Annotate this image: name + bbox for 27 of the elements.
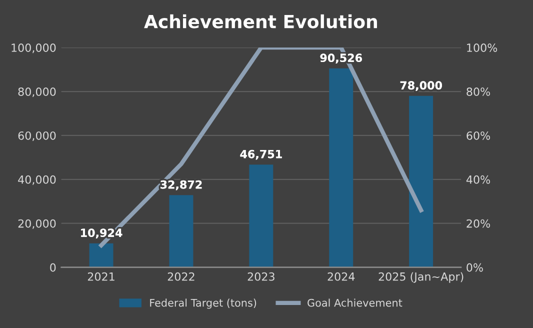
bar bbox=[169, 195, 194, 268]
bar bbox=[89, 243, 114, 268]
y-tick-label: 100,000 bbox=[12, 44, 56, 54]
legend-label: Federal Target (tons) bbox=[150, 298, 256, 309]
x-tick-label: 2023 bbox=[248, 272, 274, 281]
bar bbox=[249, 164, 274, 268]
bar bbox=[409, 96, 434, 268]
y-tick-label: 40,000 bbox=[18, 175, 56, 185]
data-label: 46,751 bbox=[240, 150, 282, 160]
x-tick-label: 2025 (Jan~Apr) bbox=[378, 272, 464, 283]
y2-tick-label: 80% bbox=[466, 87, 490, 96]
y2-tick-label: 40% bbox=[466, 175, 490, 184]
chart-title: Achievement Evolution bbox=[144, 14, 377, 28]
y2-tick-label: 100% bbox=[467, 44, 498, 52]
y2-tick-label: 60% bbox=[466, 131, 490, 140]
legend-label: Goal Achievement bbox=[308, 298, 402, 307]
y-tick-label: 0 bbox=[50, 263, 56, 272]
bar bbox=[329, 68, 354, 268]
x-tick-label: 2024 bbox=[328, 272, 355, 281]
y-tick-label: 60,000 bbox=[18, 131, 56, 141]
y-tick-label: 80,000 bbox=[18, 87, 56, 98]
y-tick-label: 20,000 bbox=[18, 219, 56, 229]
data-label: 78,000 bbox=[400, 81, 442, 92]
y2-tick-label: 20% bbox=[466, 219, 490, 228]
x-tick-label: 2022 bbox=[168, 272, 194, 281]
y2-tick-label: 0% bbox=[466, 263, 483, 272]
x-tick-label: 2021 bbox=[88, 272, 114, 281]
